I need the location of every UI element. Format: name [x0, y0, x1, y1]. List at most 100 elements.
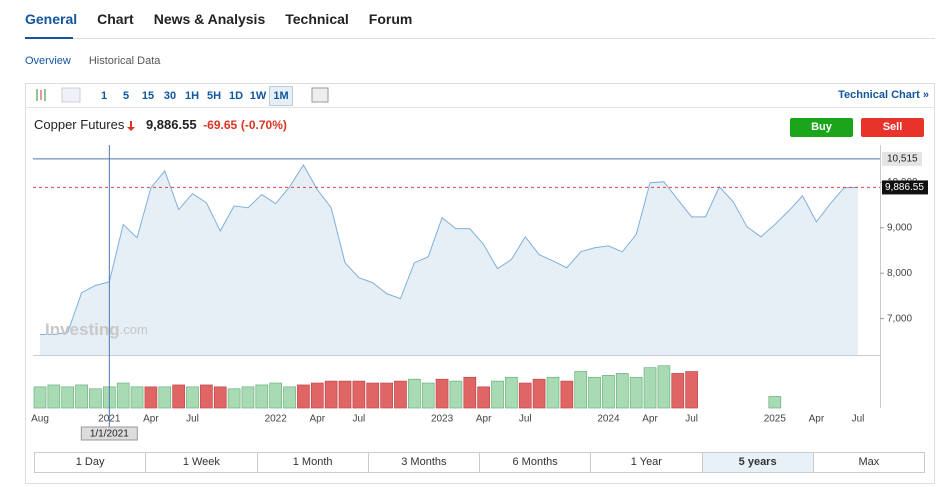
x-tick-label: Jul [186, 414, 199, 425]
volume-bar [158, 386, 172, 409]
volume-bar [574, 371, 588, 409]
range-button[interactable]: 1 Year [590, 453, 701, 472]
volume-bar [491, 380, 504, 409]
volume-bar [629, 376, 643, 409]
interval[interactable]: 5H [206, 90, 222, 102]
x-tick-label: Apr [809, 414, 825, 425]
volume-bar [546, 376, 560, 409]
watermark-brand: Investing [45, 320, 120, 339]
range-button[interactable]: Max [812, 453, 924, 472]
x-tick-label: Jul [519, 414, 532, 425]
x-tick-label: Jul [352, 414, 365, 425]
volume-bar [89, 388, 102, 409]
change: -69.65 [203, 118, 238, 132]
volume-bar [643, 367, 657, 409]
range-bar: 1 Day 1 Week 1 Month 3 Months 6 Months 1 Year… [34, 452, 925, 473]
volume-bar [615, 373, 629, 409]
volume-bar [532, 378, 546, 409]
volume-bar [227, 388, 241, 409]
x-tick-label: Apr [143, 414, 159, 425]
volume-bar [310, 382, 324, 409]
volume-bar [421, 382, 435, 409]
area-icon[interactable] [61, 87, 81, 103]
volume-bar [352, 380, 366, 409]
volume-bar [338, 380, 352, 409]
volume-bar [33, 386, 47, 409]
nav-tab[interactable]: Forum [368, 11, 413, 27]
change-pct: (-0.70%) [240, 118, 287, 132]
volume-bar [518, 382, 532, 409]
price: 9,886.55 [145, 117, 197, 132]
volume-bar [75, 384, 88, 409]
price-line [40, 164, 859, 336]
subnav: Overview Historical Data [25, 51, 178, 69]
volume-bar [116, 382, 130, 409]
interval[interactable]: 1H [184, 90, 200, 102]
nav-tab[interactable]: Technical [285, 11, 349, 27]
volume-bar [61, 386, 75, 409]
volume-bar [463, 376, 477, 409]
interval[interactable]: 1 [100, 90, 108, 102]
quote: Copper Futures 9,886.55 -69.65 (-0.70%) [34, 117, 287, 132]
interval[interactable]: 5 [122, 90, 130, 102]
volume-bar [449, 380, 463, 409]
range-button[interactable]: 6 Months [479, 453, 590, 472]
x-tick-label: Apr [476, 414, 492, 425]
interval[interactable]: 15 [141, 90, 155, 102]
x-tick-label: 2024 [597, 414, 620, 425]
crosshair-x-label: 1/1/2021 [90, 429, 129, 440]
nav-tab[interactable]: General [25, 11, 78, 27]
x-tick-label: Jul [685, 414, 698, 425]
volume-bar [241, 386, 255, 409]
range-button[interactable]: 3 Months [367, 453, 479, 472]
sell-button[interactable]: Sell [861, 118, 924, 137]
buy-button[interactable]: Buy [790, 118, 853, 137]
volume-bar [269, 382, 283, 409]
calendar-icon[interactable] [311, 87, 329, 103]
volume-bar [144, 386, 158, 409]
volume-bar [324, 380, 338, 409]
technical-link[interactable]: Technical Chart » [838, 89, 929, 101]
nav-tab[interactable]: Chart [97, 11, 134, 27]
x-tick-label: Apr [642, 414, 658, 425]
interval[interactable]: 1W [249, 90, 267, 102]
volume-bar [671, 373, 685, 409]
x-tick-label: Jul [852, 414, 865, 425]
volume-bar [560, 380, 574, 409]
watermark: Investing.com [45, 320, 148, 339]
volume-bar [588, 376, 601, 409]
nav: General Chart News & Analysis Technical Foru… [25, 11, 432, 29]
volume-bar [297, 384, 310, 409]
x-tick-label: 2025 [764, 414, 787, 425]
y-tick-label: 9,000 [887, 222, 912, 233]
interval[interactable]: 1D [228, 90, 244, 102]
crosshair-y-label: 10,515 [887, 154, 918, 165]
volume-bar [380, 382, 393, 409]
range-button[interactable]: 1 Day [75, 456, 105, 468]
subnav-tab[interactable]: Overview [25, 55, 71, 67]
nav-tab[interactable]: News & Analysis [153, 11, 266, 27]
area-fill [40, 165, 858, 355]
last-price-label: 9,886.55 [885, 182, 924, 193]
volume-bar [768, 396, 782, 409]
volume-bar [435, 378, 449, 409]
instrument: Copper Futures [34, 117, 125, 132]
interval[interactable]: 1M [269, 86, 293, 106]
volume-bar [186, 386, 199, 409]
range-button[interactable]: 5 years [701, 453, 813, 472]
volume-bar [407, 378, 421, 409]
volume-bar [130, 386, 144, 409]
range-button[interactable]: 1 Week [145, 453, 256, 472]
crosshair-y-box [882, 151, 922, 166]
interval[interactable]: 30 [163, 90, 177, 102]
volume-bar [47, 384, 61, 409]
volume-bar [685, 371, 698, 409]
range-button[interactable]: 1 Month [256, 453, 368, 472]
volume-bar [200, 384, 213, 409]
volume-bar [213, 386, 227, 409]
y-tick-label: 8,000 [887, 268, 912, 279]
subnav-tab[interactable]: Historical Data [88, 55, 161, 67]
y-tick-label: 7,000 [887, 313, 912, 324]
